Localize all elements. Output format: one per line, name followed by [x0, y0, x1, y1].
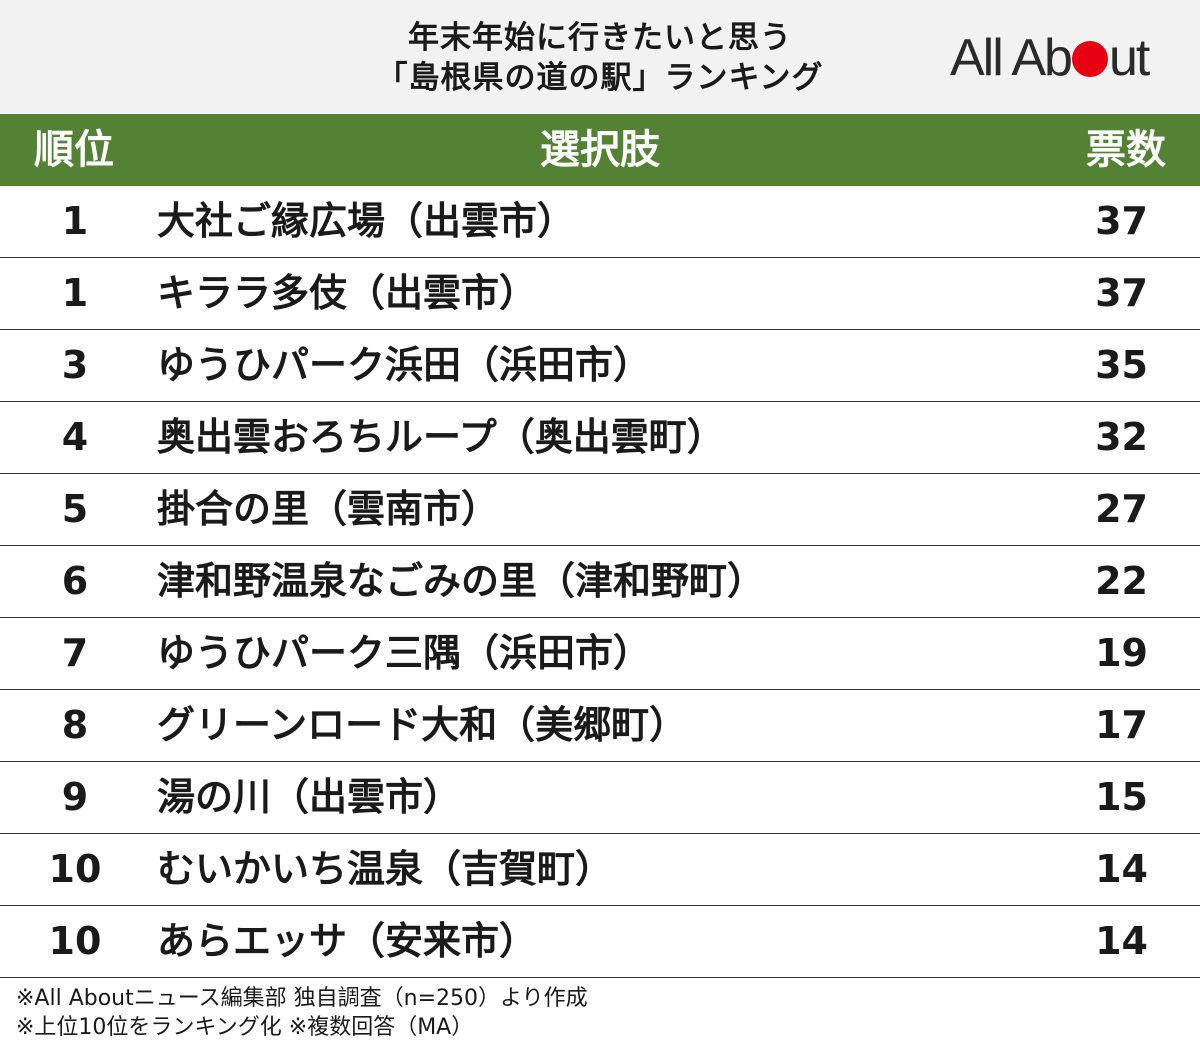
choice-cell: 掛合の里（雲南市）	[157, 487, 500, 531]
table-row: 1 大社ご縁広場（出雲市） 37	[0, 186, 1200, 258]
rank-cell: 1	[61, 199, 89, 243]
table-row: 9 湯の川（出雲市） 15	[0, 762, 1200, 834]
table-body: 1 大社ご縁広場（出雲市） 37 1 キララ多伎（出雲市） 37 3 ゆうひパーク浜田（浜田市…	[0, 186, 1200, 978]
votes-cell: 19	[1095, 631, 1148, 675]
logo-text-end: ut	[1108, 29, 1150, 87]
rank-cell: 9	[61, 775, 89, 819]
choice-cell: 大社ご縁広場（出雲市）	[157, 199, 576, 243]
table-row: 6 津和野温泉なごみの里（津和野町） 22	[0, 546, 1200, 618]
table-row: 4 奥出雲おろちループ（奥出雲町） 32	[0, 402, 1200, 474]
choice-cell: むいかいち温泉（吉賀町）	[157, 847, 614, 891]
logo-text-start: All Ab	[950, 29, 1073, 87]
rank-cell: 7	[61, 631, 89, 675]
column-header-votes: 票数	[1086, 127, 1166, 173]
table-row: 10 むいかいち温泉（吉賀町） 14	[0, 834, 1200, 906]
table-row: 8 グリーンロード大和（美郷町） 17	[0, 690, 1200, 762]
table-row: 5 掛合の里（雲南市） 27	[0, 474, 1200, 546]
footnote-method: ※上位10位をランキング化 ※複数回答（MA）	[16, 1015, 474, 1040]
votes-cell: 35	[1095, 343, 1148, 387]
column-header-choice: 選択肢	[540, 127, 660, 173]
votes-cell: 17	[1095, 703, 1148, 747]
footnotes: ※All Aboutニュース編集部 独自調査（n=250）より作成 ※上位10位…	[16, 984, 588, 1042]
choice-cell: 津和野温泉なごみの里（津和野町）	[157, 559, 766, 603]
rank-cell: 3	[61, 343, 89, 387]
rank-cell: 5	[61, 487, 89, 531]
rank-cell: 4	[61, 415, 89, 459]
table-row: 1 キララ多伎（出雲市） 37	[0, 258, 1200, 330]
choice-cell: 奥出雲おろちループ（奥出雲町）	[157, 415, 725, 459]
title-line-1: 年末年始に行きたいと思う	[408, 20, 792, 56]
votes-cell: 37	[1095, 271, 1148, 315]
title-line-2: 「島根県の道の駅」ランキング	[376, 60, 824, 96]
votes-cell: 37	[1095, 199, 1148, 243]
votes-cell: 22	[1095, 559, 1148, 603]
choice-cell: グリーンロード大和（美郷町）	[157, 703, 688, 747]
choice-cell: あらエッサ（安来市）	[157, 919, 538, 963]
votes-cell: 14	[1095, 919, 1148, 963]
logo-circle-icon	[1071, 41, 1108, 77]
votes-cell: 27	[1095, 487, 1148, 531]
rank-cell: 10	[48, 847, 102, 891]
table-row: 7 ゆうひパーク三隅（浜田市） 19	[0, 618, 1200, 690]
header: 年末年始に行きたいと思う 「島根県の道の駅」ランキング All Ab ut	[0, 0, 1200, 114]
choice-cell: 湯の川（出雲市）	[157, 775, 462, 819]
rank-cell: 10	[48, 919, 102, 963]
votes-cell: 32	[1095, 415, 1148, 459]
rank-cell: 8	[61, 703, 89, 747]
rank-cell: 6	[61, 559, 89, 603]
all-about-logo: All Ab ut	[950, 28, 1150, 88]
choice-cell: ゆうひパーク浜田（浜田市）	[157, 343, 652, 387]
table-row: 3 ゆうひパーク浜田（浜田市） 35	[0, 330, 1200, 402]
choice-cell: ゆうひパーク三隅（浜田市）	[157, 631, 652, 675]
votes-cell: 15	[1095, 775, 1148, 819]
rank-cell: 1	[61, 271, 89, 315]
column-header-rank: 順位	[34, 127, 114, 173]
table-row: 10 あらエッサ（安来市） 14	[0, 906, 1200, 978]
page-title: 年末年始に行きたいと思う 「島根県の道の駅」ランキング	[230, 18, 970, 98]
table-header: 順位 選択肢 票数	[0, 114, 1200, 186]
footnote-source: ※All Aboutニュース編集部 独自調査（n=250）より作成	[16, 986, 588, 1011]
votes-cell: 14	[1095, 847, 1148, 891]
choice-cell: キララ多伎（出雲市）	[157, 271, 538, 315]
